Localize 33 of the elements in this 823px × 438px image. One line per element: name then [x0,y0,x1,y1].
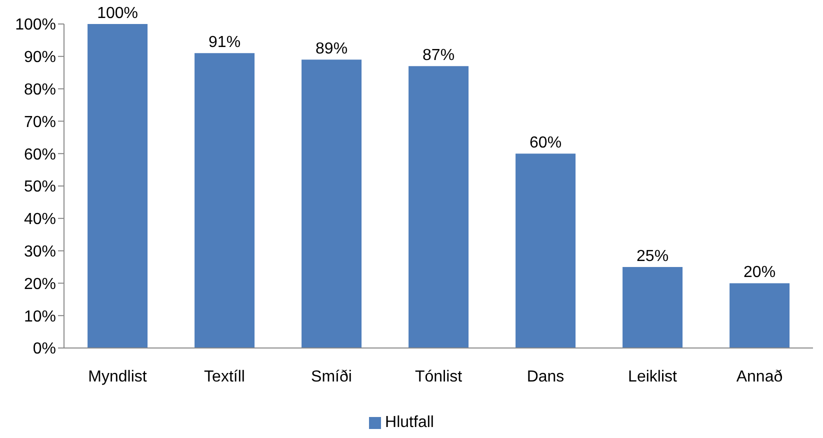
data-label: 60% [530,134,562,152]
bar [194,53,255,348]
y-tick-label: 90% [24,49,56,66]
x-tick-label: Annað [736,368,783,386]
x-tick-label: Myndlist [88,368,148,386]
y-tick-label: 100% [15,16,56,34]
x-tick-label: Textíll [204,368,245,386]
x-tick-label: Dans [526,368,564,386]
x-tick-label: Leiklist [628,368,678,386]
legend-label: Hlutfall [385,414,434,431]
y-tick-label: 40% [24,211,56,228]
data-label: 20% [744,264,776,282]
bar [516,154,576,348]
data-label: 25% [636,248,669,265]
data-label: 87% [422,47,455,64]
bar [408,66,469,348]
y-tick-label: 0% [32,340,56,358]
y-tick-label: 30% [24,243,56,260]
bar [88,24,148,348]
y-tick-label: 50% [24,178,56,196]
data-label: 89% [316,40,348,58]
bar [730,283,790,348]
data-label: 100% [97,5,138,22]
x-tick-label: Tónlist [414,368,463,386]
data-label: 91% [208,34,241,52]
y-tick-label: 80% [24,81,56,98]
bar [622,267,683,348]
bar [302,60,362,348]
y-tick-label: 10% [24,308,56,326]
y-tick-label: 60% [24,146,56,164]
x-tick-label: Smíði [311,368,352,386]
y-tick-label: 20% [24,276,56,293]
y-tick-label: 70% [24,114,56,131]
